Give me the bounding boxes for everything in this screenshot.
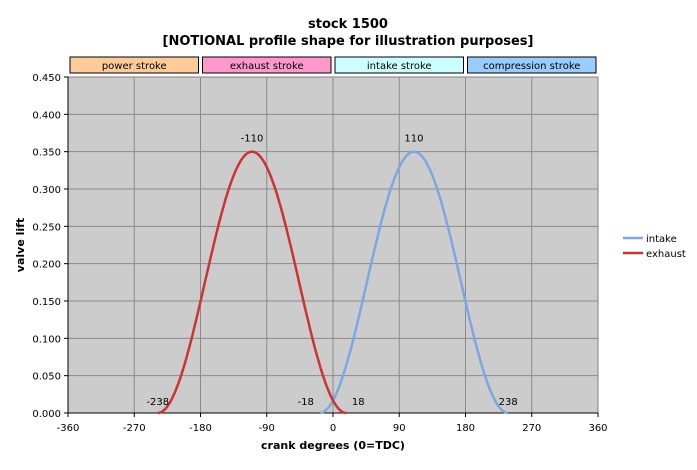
data-label-1: 110 — [404, 134, 423, 145]
y-tick-label-7: 0.350 — [32, 148, 61, 159]
legend-label-intake: intake — [646, 234, 677, 245]
legend: intake exhaust — [623, 234, 686, 260]
x-axis-label: crank degrees (0=TDC) — [261, 439, 405, 452]
x-tick-label-7: 270 — [522, 423, 541, 434]
y-tick-label-9: 0.450 — [32, 73, 61, 84]
chart-subtitle: [NOTIONAL profile shape for illustration… — [163, 34, 534, 49]
y-tick-label-0: 0.000 — [32, 409, 61, 420]
data-label-5: 238 — [499, 397, 518, 408]
data-label-4: 18 — [352, 397, 365, 408]
y-tick-label-2: 0.100 — [32, 334, 61, 345]
x-tick-label-0: -360 — [57, 423, 80, 434]
legend-label-exhaust: exhaust — [646, 249, 686, 260]
data-label-2: -238 — [146, 397, 169, 408]
x-tick-label-1: -270 — [123, 423, 146, 434]
x-tick-label-5: 90 — [393, 423, 406, 434]
y-tick-label-1: 0.050 — [32, 372, 61, 383]
y-tick-label-8: 0.400 — [32, 110, 61, 121]
x-tick-label-2: -180 — [189, 423, 212, 434]
stroke-band-label-1: exhaust stroke — [230, 61, 304, 72]
x-tick-label-3: -90 — [259, 423, 275, 434]
x-tick-label-6: 180 — [456, 423, 475, 434]
y-tick-label-6: 0.300 — [32, 185, 61, 196]
chart-title: stock 1500 — [308, 17, 388, 32]
stroke-band-label-0: power stroke — [102, 61, 167, 72]
x-tick-label-8: 360 — [588, 423, 607, 434]
stroke-band-label-3: compression stroke — [483, 61, 580, 72]
stroke-band-label-2: intake stroke — [367, 61, 432, 72]
y-tick-label-5: 0.250 — [32, 222, 61, 233]
y-axis-label: valve lift — [14, 218, 27, 272]
x-tick-label-4: 0 — [330, 423, 336, 434]
stroke-bands: power stroke exhaust stroke intake stroke c… — [70, 57, 596, 73]
data-label-3: -18 — [298, 397, 314, 408]
data-label-0: -110 — [241, 134, 264, 145]
y-tick-label-4: 0.200 — [32, 260, 61, 271]
y-tick-label-3: 0.150 — [32, 297, 61, 308]
